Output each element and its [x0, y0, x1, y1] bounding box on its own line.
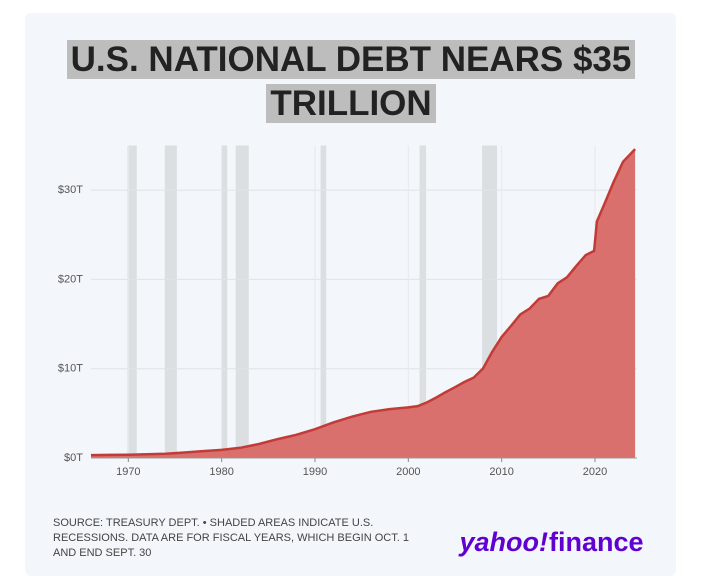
y-tick-label: $10T — [58, 363, 83, 375]
x-tick-label: 2000 — [396, 466, 420, 478]
x-tick-label: 1970 — [116, 466, 140, 478]
line — [90, 148, 637, 457]
chart-title-box: U.S. NATIONAL DEBT NEARS $35 TRILLION — [60, 38, 642, 126]
y-tick-label: $0T — [64, 452, 83, 464]
source-note: SOURCE: TREASURY DEPT. • SHADED AREAS IN… — [53, 517, 409, 559]
recession-band — [164, 145, 177, 458]
x-tick-label: 2010 — [489, 466, 513, 478]
recession-band — [127, 145, 137, 458]
area — [91, 149, 636, 458]
recession-band — [221, 145, 228, 458]
x-tick-label: 1990 — [303, 466, 327, 478]
y-tick-label: $30T — [58, 184, 83, 196]
x-tick-label: 2020 — [583, 466, 607, 478]
logo-yahoo: yahoo! — [457, 527, 548, 557]
recession-band — [320, 145, 327, 458]
x-tick-label: 1980 — [209, 466, 233, 478]
recession-band — [235, 145, 249, 458]
recession-band — [419, 145, 427, 458]
logo-finance: finance — [549, 527, 644, 557]
y-tick-label: $20T — [58, 273, 83, 285]
